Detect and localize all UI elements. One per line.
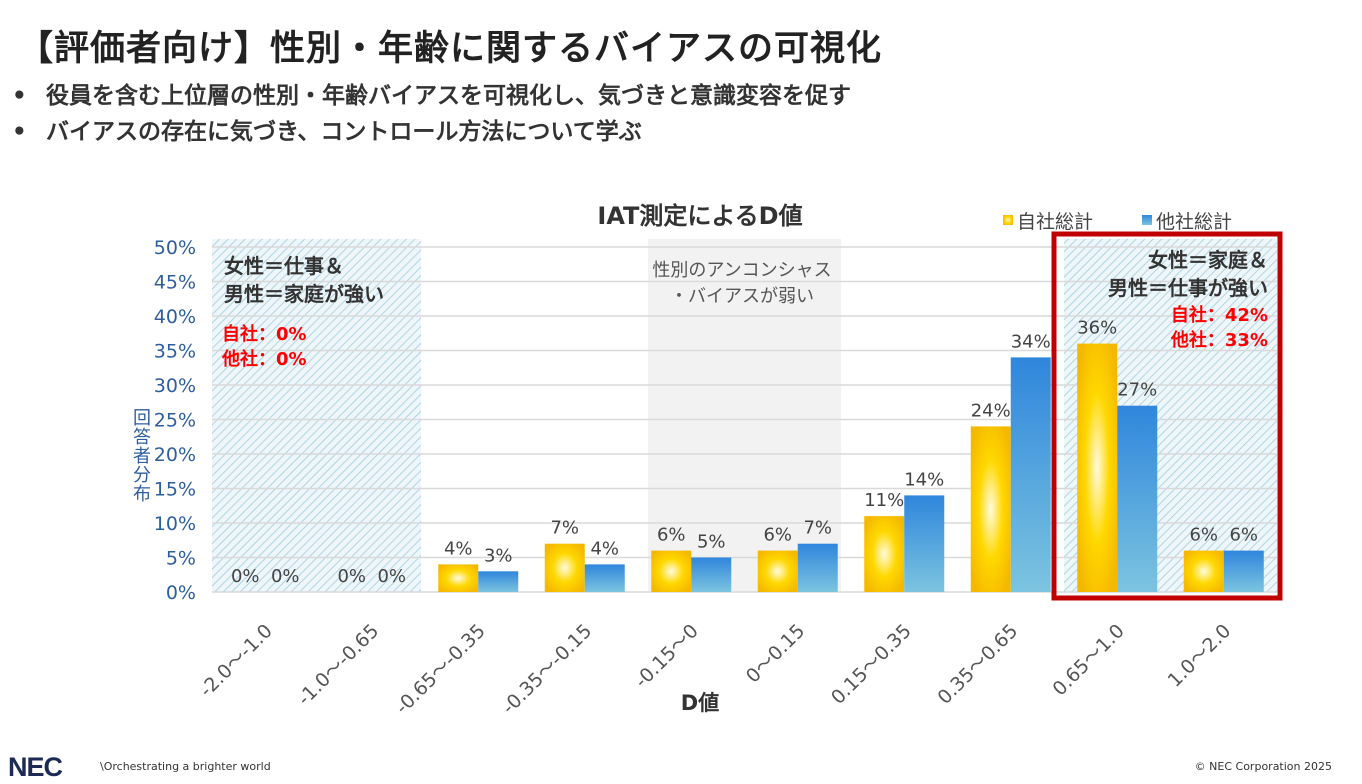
legend-label-other: 他社総計: [1156, 211, 1232, 233]
annotation-right-red: 自社：42%: [1171, 304, 1268, 326]
nec-logo: NEC: [8, 752, 63, 782]
annotation-right: 男性＝仕事が強い: [1108, 276, 1268, 300]
bar-self: [544, 543, 585, 592]
bar-self: [970, 426, 1011, 592]
bar-other: [797, 543, 838, 592]
legend-label-self: 自社総計: [1017, 211, 1093, 233]
x-tick-label: -0.65～-0.35: [391, 620, 490, 719]
data-label: 6%: [657, 525, 686, 546]
tagline: \Orchestrating a brighter world: [100, 760, 271, 773]
annotation-middle: ・バイアスが弱い: [670, 286, 814, 307]
bar-other: [478, 571, 519, 592]
data-label: 0%: [231, 566, 260, 587]
data-label: 7%: [550, 518, 579, 539]
x-tick-label: 0.65～1.0: [1049, 620, 1129, 700]
chart-title: IAT測定によるD値: [597, 202, 802, 230]
bar-other: [1117, 405, 1158, 592]
data-label: 6%: [1189, 525, 1218, 546]
annotation-left-red: 他社：0%: [221, 348, 307, 370]
data-label: 24%: [971, 400, 1011, 421]
x-tick-label: 0.15～0.35: [827, 620, 916, 709]
bar-self: [757, 550, 798, 592]
gray-region-middle: [648, 239, 841, 592]
bar-other: [691, 557, 732, 592]
x-tick-label: 0.35～0.65: [933, 620, 1022, 709]
bullet-item: • バイアスの存在に気づき、コントロール方法について学ぶ: [12, 119, 642, 145]
bullet-list: • 役員を含む上位層の性別・年齢バイアスを可視化し、気づきと意識変容を促す • バイ…: [12, 78, 851, 150]
annotation-left: 男性＝家庭が強い: [224, 282, 384, 306]
data-label: 7%: [803, 518, 832, 539]
bar-self: [1183, 550, 1224, 592]
bar-other: [904, 495, 945, 592]
y-tick-label: 50%: [154, 237, 196, 259]
data-label: 0%: [377, 566, 406, 587]
data-label: 14%: [904, 469, 944, 490]
data-label: 0%: [337, 566, 366, 587]
slide-title: 【評価者向け】性別・年齢に関するバイアスの可視化: [18, 29, 883, 69]
data-label: 5%: [697, 532, 726, 553]
x-tick-label: 0～0.15: [742, 620, 809, 687]
y-tick-label: 25%: [154, 410, 196, 432]
x-tick-label: -0.35～-0.15: [498, 620, 597, 719]
data-label: 27%: [1117, 380, 1157, 401]
y-tick-label: 40%: [154, 306, 196, 328]
bar-other: [1010, 357, 1051, 592]
data-label: 4%: [444, 538, 473, 559]
data-label: 3%: [484, 545, 513, 566]
data-label: 6%: [763, 525, 792, 546]
annotation-right-red: 他社：33%: [1170, 329, 1268, 351]
y-tick-label: 30%: [154, 375, 196, 397]
x-tick-label: -1.0～-0.65: [293, 620, 383, 710]
bar-self: [1077, 343, 1118, 592]
y-tick-label: 35%: [154, 341, 196, 363]
y-tick-label: 0%: [166, 582, 196, 604]
legend-swatch-other: [1142, 215, 1152, 225]
bullet-item: • 役員を含む上位層の性別・年齢バイアスを可視化し、気づきと意識変容を促す: [12, 83, 851, 109]
annotation-right: 女性＝家庭＆: [1148, 248, 1268, 272]
y-axis-title: 回答者分布: [130, 408, 151, 503]
data-label: 4%: [590, 538, 619, 559]
highlight-box: [1051, 231, 1283, 601]
y-tick-label: 15%: [154, 479, 196, 501]
x-tick-label: 1.0～2.0: [1164, 620, 1236, 692]
data-label: 36%: [1077, 318, 1117, 339]
x-axis-title: D値: [681, 691, 719, 715]
annotation-left-red: 自社：0%: [222, 323, 307, 345]
x-tick-label: -2.0～-1.0: [195, 620, 276, 701]
x-tick-label: -0.15～0: [630, 620, 702, 692]
bar-self: [651, 550, 692, 592]
data-label: 11%: [864, 490, 904, 511]
annotation-middle: 性別のアンコンシャス: [652, 260, 831, 281]
data-label: 34%: [1011, 331, 1051, 352]
annotation-left: 女性＝仕事＆: [224, 254, 344, 278]
hatched-region-left: [212, 239, 421, 592]
y-tick-label: 10%: [154, 513, 196, 535]
legend-swatch-self: [1003, 215, 1013, 225]
bar-self: [438, 564, 479, 592]
data-label: 0%: [271, 566, 300, 587]
data-label: 6%: [1229, 525, 1258, 546]
y-tick-label: 45%: [154, 272, 196, 294]
y-tick-label: 5%: [166, 548, 196, 570]
bar-other: [1223, 550, 1264, 592]
bar-self: [864, 516, 905, 592]
bar-other: [584, 564, 625, 592]
y-tick-label: 20%: [154, 444, 196, 466]
copyright: © NEC Corporation 2025: [1194, 760, 1332, 773]
